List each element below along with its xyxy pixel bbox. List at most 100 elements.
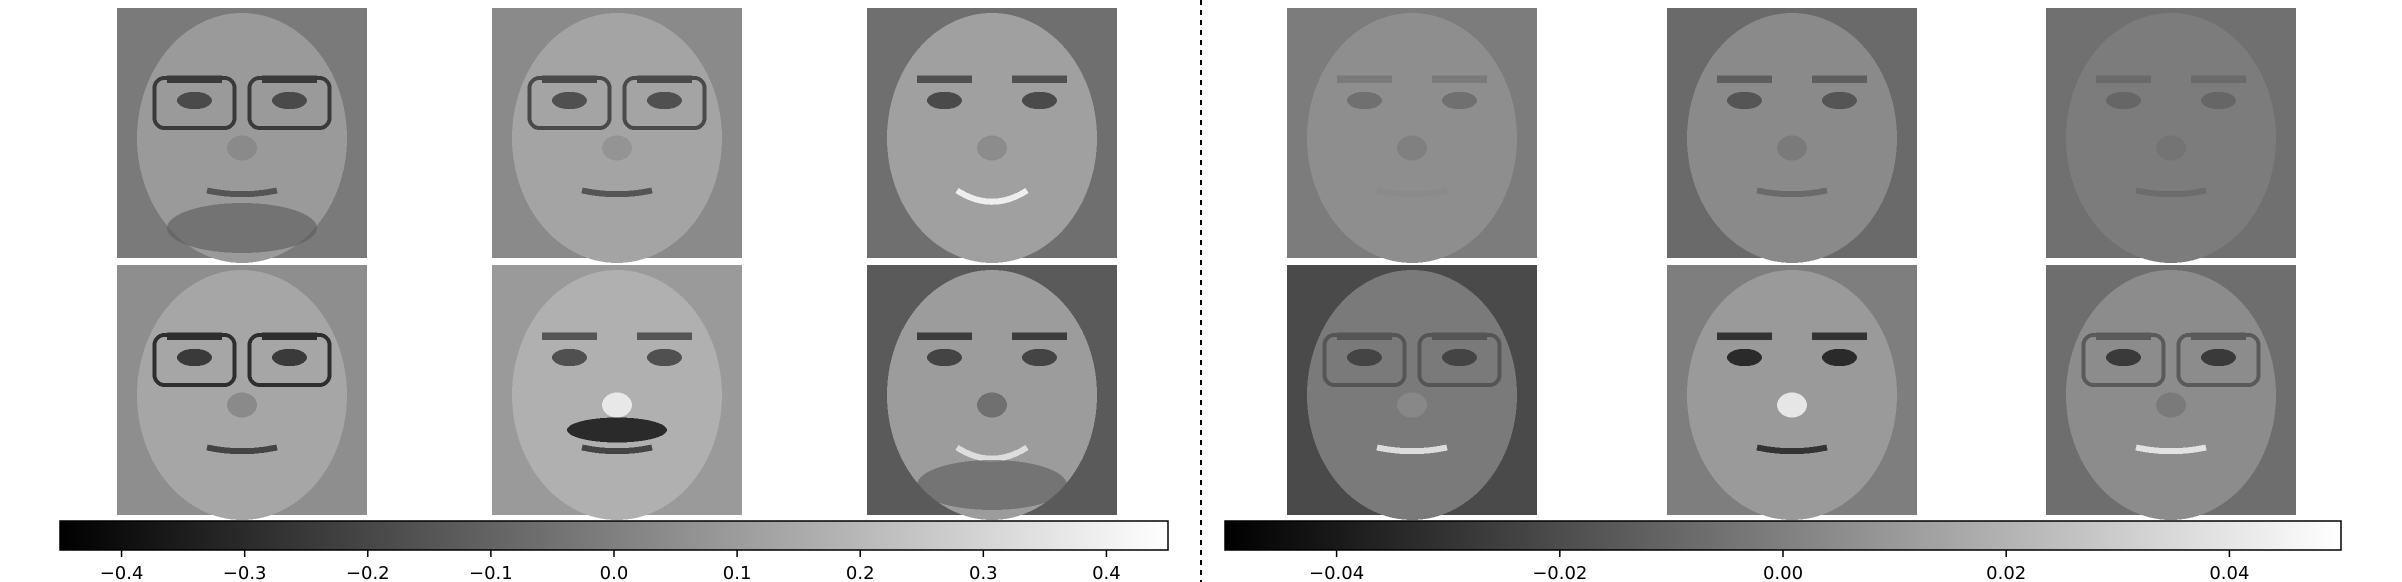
face-eye	[927, 348, 962, 367]
colorbar-tick-label: −0.4	[100, 563, 144, 582]
face-eye	[1347, 348, 1382, 367]
face-eye	[1442, 348, 1477, 367]
colorbar-right	[1224, 520, 2342, 551]
face-image-left-2	[492, 8, 742, 263]
face-nose	[227, 135, 257, 161]
glasses-lens	[1322, 333, 1407, 387]
image-grid	[117, 8, 2296, 520]
face-mustache	[567, 417, 667, 443]
colorbar-left	[59, 520, 1169, 551]
glasses-lens	[2176, 333, 2261, 387]
colorbar-tick-label: 0.4	[1092, 563, 1121, 582]
face-mouth	[1756, 444, 1828, 455]
face-mouth	[1376, 187, 1448, 198]
colorbar-tick-label: 0.00	[1763, 563, 1803, 582]
colorbar-tick-label: −0.1	[469, 563, 513, 582]
face-eye	[1822, 348, 1857, 367]
face-nose	[977, 135, 1007, 161]
face-eye	[1727, 91, 1762, 110]
face-brow	[2191, 75, 2246, 83]
face-mouth	[581, 187, 653, 198]
face-eye	[2201, 91, 2236, 110]
face-nose	[2156, 135, 2186, 161]
face-eye	[647, 348, 682, 367]
face-image-left-4	[117, 265, 367, 520]
colorbar-tick-label: −0.04	[1309, 563, 1364, 582]
face-brow	[1432, 75, 1487, 83]
face-eye	[272, 348, 307, 367]
face-nose	[2156, 392, 2186, 418]
face-brow	[1012, 332, 1067, 340]
face-image-left-5	[492, 265, 742, 520]
glasses-lens	[247, 333, 332, 387]
face-mouth	[955, 444, 1029, 462]
colorbar-tick-label: −0.3	[223, 563, 267, 582]
glasses-lens	[152, 76, 237, 130]
face-nose	[227, 392, 257, 418]
face-mouth	[1376, 444, 1448, 455]
face-image-right-1	[1287, 8, 1537, 263]
face-eye	[2106, 91, 2141, 110]
face-image-right-3	[2046, 8, 2296, 263]
face-eye	[2201, 348, 2236, 367]
face-eye	[1727, 348, 1762, 367]
face-eye	[552, 91, 587, 110]
face-eye	[1347, 91, 1382, 110]
face-nose	[1777, 392, 1807, 418]
glasses-lens	[622, 76, 707, 130]
face-eye	[647, 91, 682, 110]
colorbar-tick-label: 0.2	[846, 563, 875, 582]
face-eye	[927, 91, 962, 110]
face-image-left-1	[117, 8, 367, 263]
face-nose	[1777, 135, 1807, 161]
face-eye	[177, 91, 212, 110]
face-image-left-3	[867, 8, 1117, 263]
face-eye	[177, 348, 212, 367]
face-eye	[1022, 348, 1057, 367]
face-image-right-6	[2046, 265, 2296, 520]
colorbar-tick-label: −0.2	[346, 563, 390, 582]
face-brow	[917, 75, 972, 83]
colorbar-tick-label: 0.1	[723, 563, 752, 582]
face-nose	[1397, 392, 1427, 418]
face-mouth	[206, 187, 278, 198]
face-brow	[2096, 75, 2151, 83]
face-beard	[917, 460, 1067, 510]
face-image-left-6	[867, 265, 1117, 520]
colorbar-tick-label: 0.3	[969, 563, 998, 582]
face-brow	[1717, 75, 1772, 83]
face-eye	[1442, 91, 1477, 110]
face-brow	[1717, 332, 1772, 340]
glasses-lens	[2081, 333, 2166, 387]
face-brow	[1337, 75, 1392, 83]
face-mouth	[1756, 187, 1828, 198]
face-brow	[1812, 75, 1867, 83]
glasses-lens	[1417, 333, 1502, 387]
face-image-right-4	[1287, 265, 1537, 520]
face-eye	[2106, 348, 2141, 367]
face-mouth	[2135, 444, 2207, 455]
face-eye	[272, 91, 307, 110]
colorbar-tick-label: 0.04	[2209, 563, 2249, 582]
face-brow	[542, 332, 597, 340]
face-brow	[1012, 75, 1067, 83]
face-nose	[977, 392, 1007, 418]
colorbars: −0.4 −0.3 −0.2 −0.1 0.0 0.1 0.2 0.3 0.4 −0.04 −0.0…	[59, 520, 2342, 582]
face-eye	[1022, 91, 1057, 110]
face-brow	[637, 332, 692, 340]
face-brow	[1812, 332, 1867, 340]
face-mouth	[581, 444, 653, 455]
glasses-lens	[152, 333, 237, 387]
glasses-lens	[247, 76, 332, 130]
face-eye	[552, 348, 587, 367]
colorbar-tick-label: −0.02	[1532, 563, 1587, 582]
face-nose	[1397, 135, 1427, 161]
glasses-lens	[527, 76, 612, 130]
colorbar-tick-label: 0.02	[1986, 563, 2026, 582]
face-eye	[1822, 91, 1857, 110]
face-mouth	[955, 187, 1029, 205]
face-mouth	[206, 444, 278, 455]
face-image-right-5	[1667, 265, 1917, 520]
face-mouth	[2135, 187, 2207, 198]
